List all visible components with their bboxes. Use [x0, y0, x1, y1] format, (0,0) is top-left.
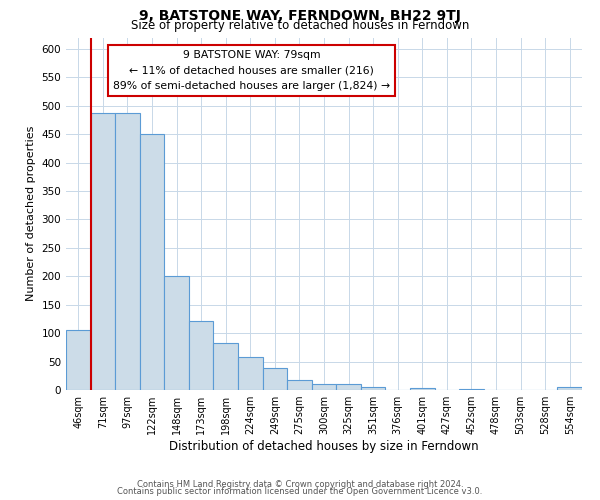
Bar [557, 387, 582, 390]
Text: Contains public sector information licensed under the Open Government Licence v3: Contains public sector information licen… [118, 486, 482, 496]
Bar [361, 387, 385, 390]
Bar [189, 320, 214, 390]
Bar [140, 134, 164, 390]
Bar [410, 388, 434, 390]
Text: Contains HM Land Registry data © Crown copyright and database right 2024.: Contains HM Land Registry data © Crown c… [137, 480, 463, 489]
Bar [164, 276, 189, 390]
Y-axis label: Number of detached properties: Number of detached properties [26, 126, 36, 302]
Text: 9, BATSTONE WAY, FERNDOWN, BH22 9TJ: 9, BATSTONE WAY, FERNDOWN, BH22 9TJ [139, 9, 461, 23]
Bar [238, 357, 263, 390]
Text: Size of property relative to detached houses in Ferndown: Size of property relative to detached ho… [131, 18, 469, 32]
Bar [336, 384, 361, 390]
Bar [115, 113, 140, 390]
Bar [287, 380, 312, 390]
Bar [66, 330, 91, 390]
Bar [263, 368, 287, 390]
Bar [459, 389, 484, 390]
Bar [214, 344, 238, 390]
Text: 9 BATSTONE WAY: 79sqm
← 11% of detached houses are smaller (216)
89% of semi-det: 9 BATSTONE WAY: 79sqm ← 11% of detached … [113, 50, 391, 91]
Bar [91, 113, 115, 390]
X-axis label: Distribution of detached houses by size in Ferndown: Distribution of detached houses by size … [169, 440, 479, 453]
Bar [312, 384, 336, 390]
